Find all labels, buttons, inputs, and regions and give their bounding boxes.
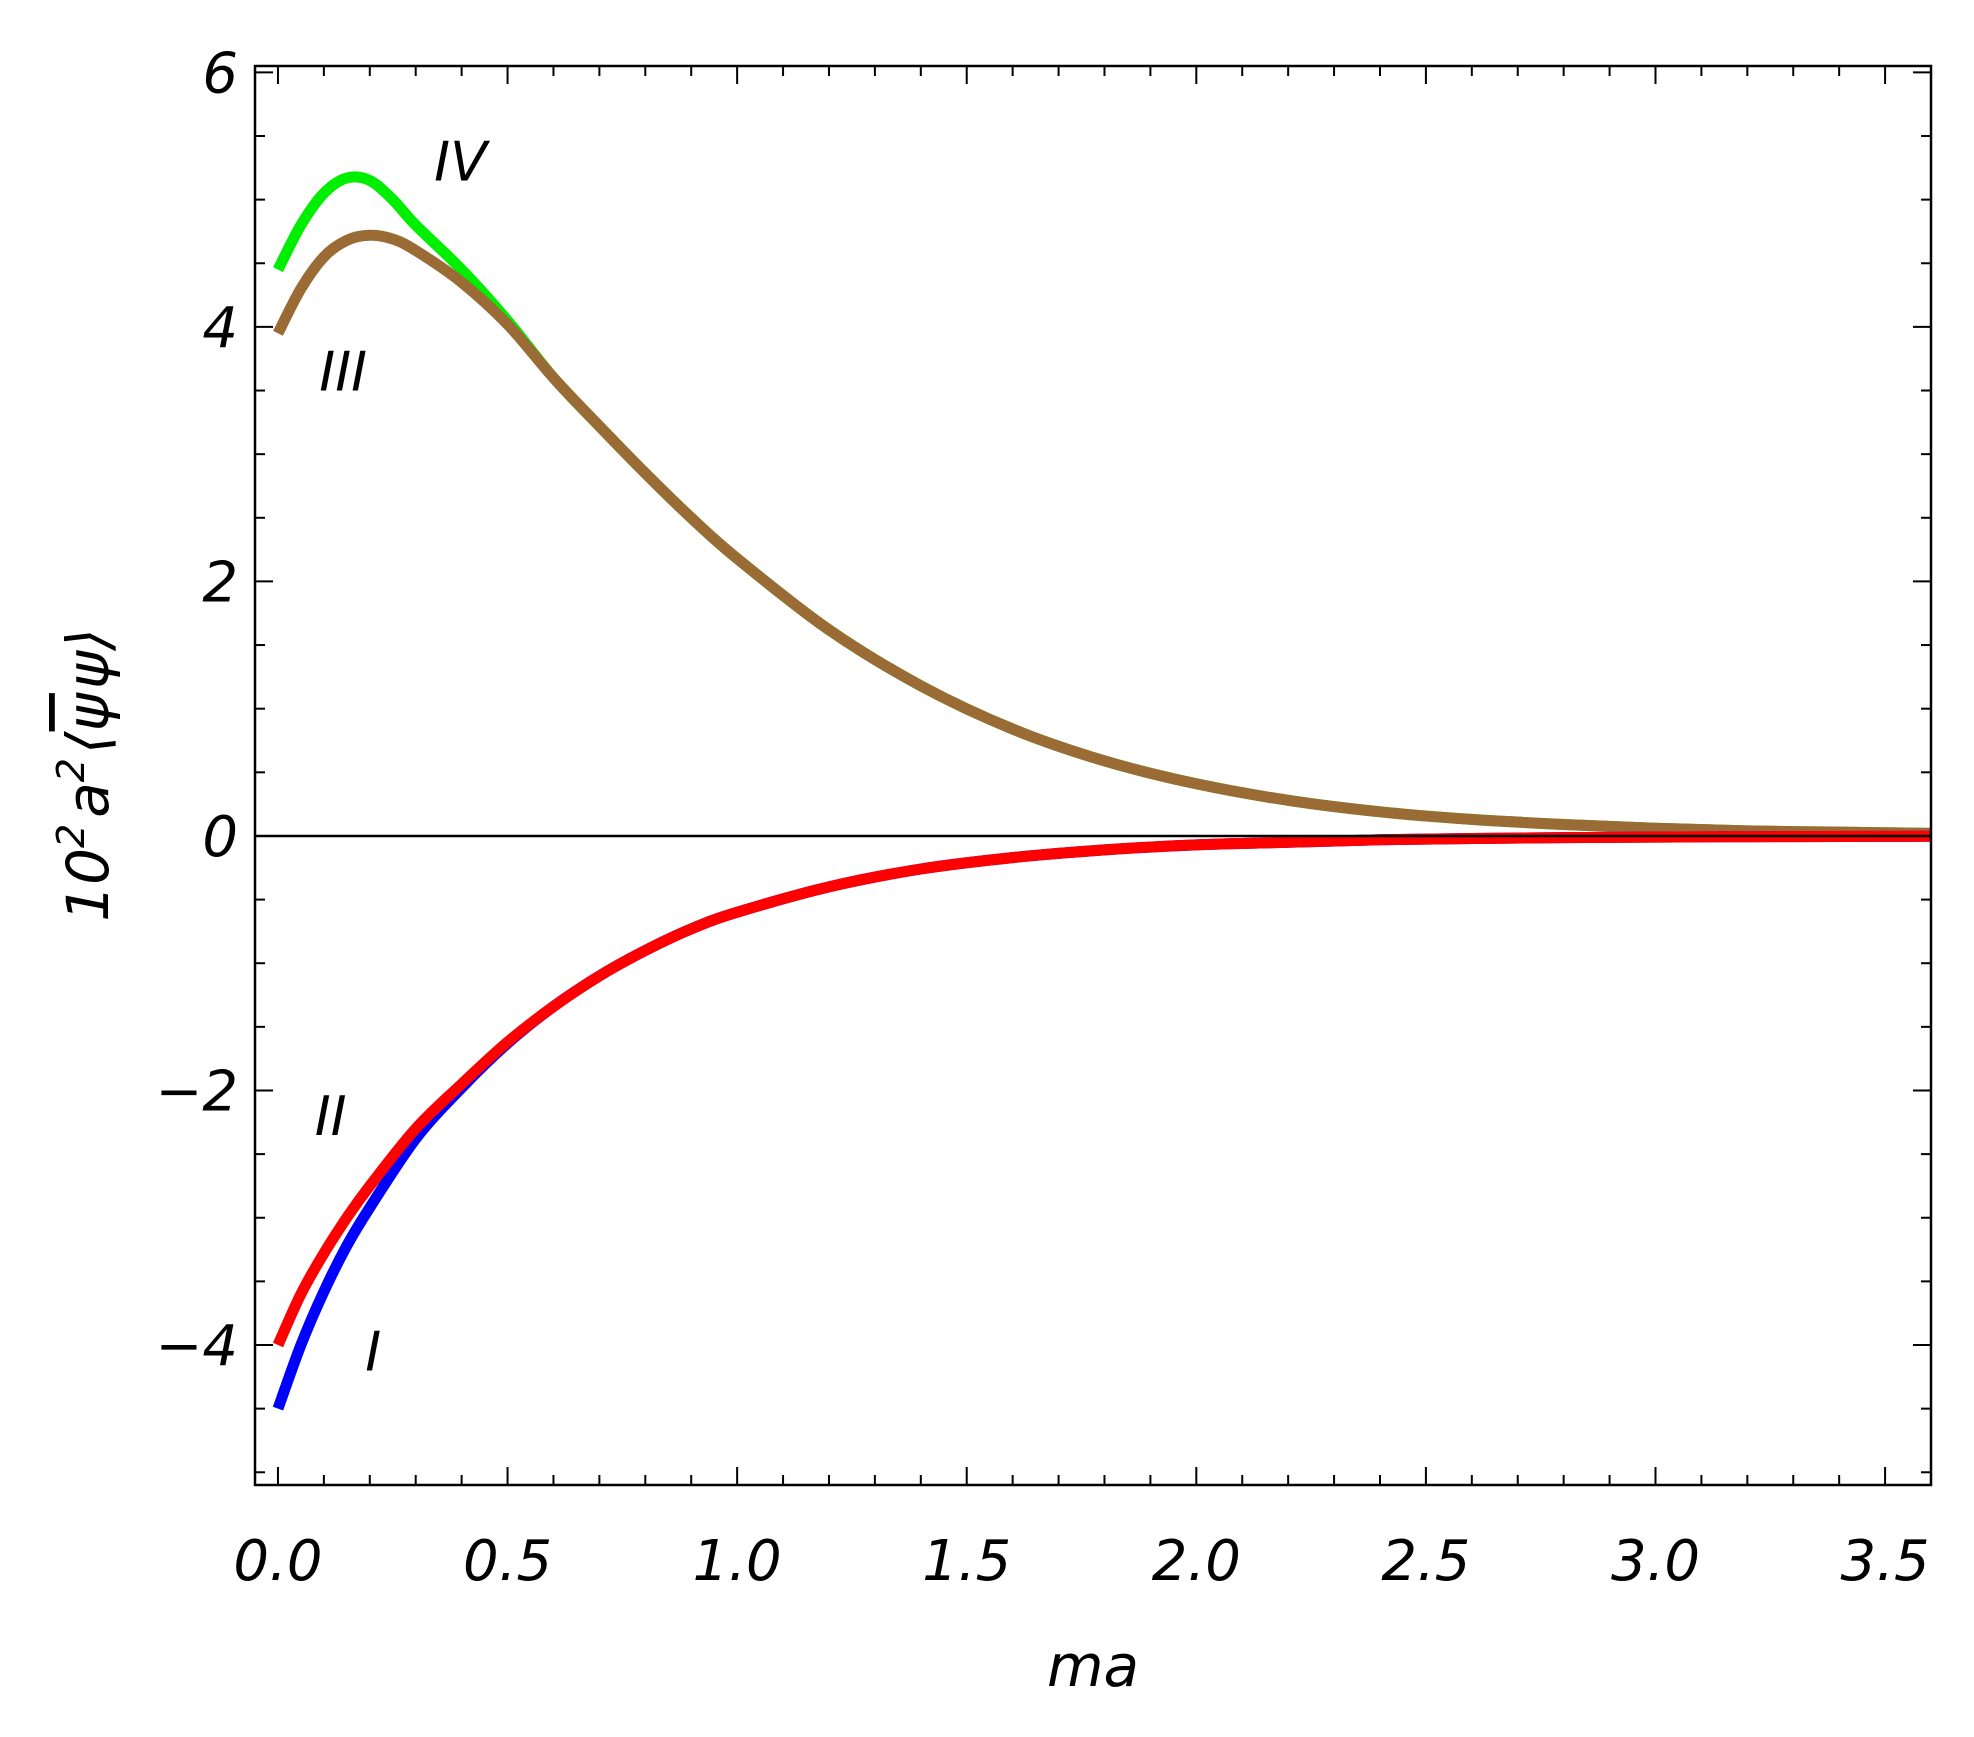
- y-tick-label: 2: [202, 550, 238, 615]
- y-title-open: ⟨: [54, 731, 122, 754]
- x-tick-label: 0.0: [233, 1529, 322, 1594]
- curve-label-I: I: [365, 1320, 381, 1383]
- y-tick-label: 4: [202, 296, 238, 361]
- x-tick-label: 0.5: [463, 1529, 552, 1594]
- series-line-II: [272, 830, 1931, 1348]
- y-title-psibar: ψ: [54, 691, 122, 731]
- series-line-I: [272, 830, 1931, 1411]
- x-tick-label: 3.5: [1841, 1529, 1930, 1594]
- y-tick-label: −4: [155, 1314, 238, 1379]
- plot-frame: [253, 64, 1933, 1487]
- x-tick-label: 1.5: [922, 1529, 1011, 1594]
- curve-label-II: II: [315, 1085, 347, 1148]
- y-tick-label: −2: [155, 1059, 238, 1124]
- y-title-mid: a: [54, 782, 122, 818]
- x-axis-title: ma: [1047, 1632, 1139, 1700]
- y-title-close: ⟩: [54, 628, 122, 652]
- x-tick-label: 2.5: [1381, 1529, 1470, 1594]
- x-tick-label: 3.0: [1611, 1529, 1700, 1594]
- svg-text:102a2⟨ψψ⟩: 102a2⟨ψψ⟩: [49, 628, 122, 922]
- y-title-exp2: 2: [49, 758, 93, 782]
- tick-labels-layer: 0.0 0.5 1.0 1.5 2.0 2.5 3.0 3.5 6 4 2 0 −2 −4: [155, 41, 1929, 1594]
- x-tick-label: 2.0: [1152, 1529, 1241, 1594]
- y-axis-title: 102a2⟨ψψ⟩: [49, 628, 122, 922]
- y-tick-label: 0: [202, 805, 238, 870]
- y-tick-label: 6: [202, 41, 238, 106]
- y-title-psi: ψ: [54, 649, 122, 689]
- ticks-layer: [255, 66, 1932, 1485]
- y-title-prefix: 10: [54, 848, 122, 922]
- curve-label-III: III: [319, 341, 367, 404]
- curve-label-IV: IV: [434, 131, 491, 194]
- curves-layer: [272, 171, 1931, 1411]
- y-title-exp1: 2: [49, 824, 93, 848]
- series-line-III: [273, 229, 1931, 839]
- x-tick-label: 1.0: [693, 1529, 782, 1594]
- series-line-IV: [273, 171, 1931, 839]
